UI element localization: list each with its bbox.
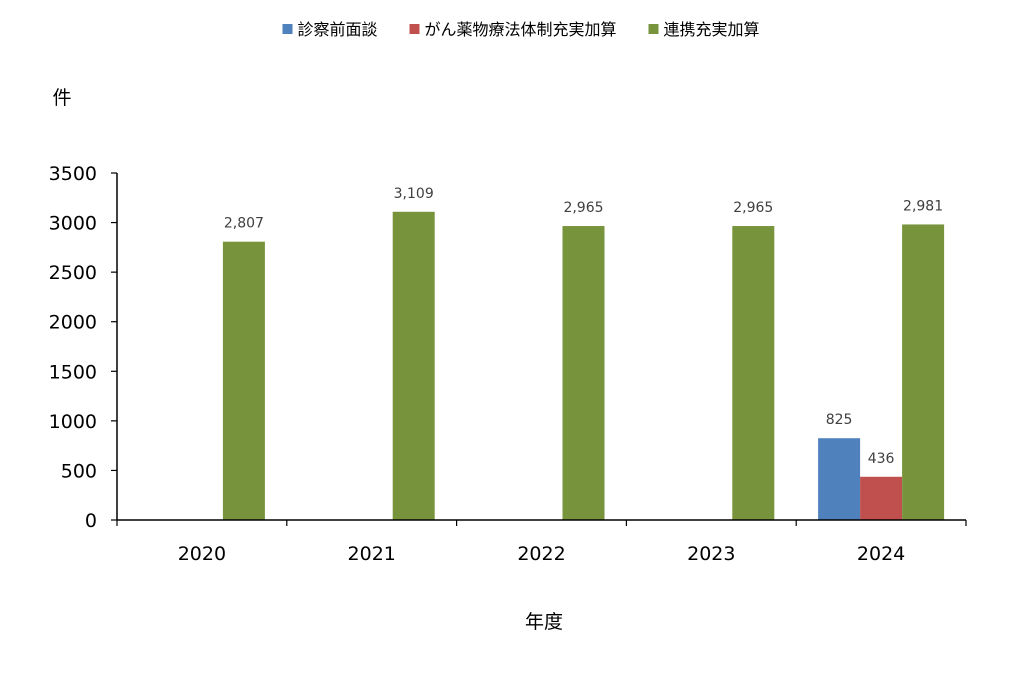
x-tick-label: 2022 — [517, 543, 565, 565]
legend-swatch — [409, 24, 420, 34]
legend-swatch — [648, 24, 659, 34]
bar-3-2023 — [732, 226, 775, 520]
y-axis: 0 500 1000 1500 2000 2500 3000 3500 — [49, 163, 117, 532]
y-tick-label: 3500 — [49, 163, 97, 185]
legend: 診察前面談 がん薬物療法体制充実加算 連携充実加算 — [282, 20, 760, 39]
bar-3-2022 — [562, 226, 605, 520]
y-tick-label: 2000 — [49, 312, 97, 334]
y-tick-label: 1500 — [49, 361, 97, 383]
data-label: 2,965 — [563, 200, 603, 216]
data-label: 2,807 — [224, 216, 264, 232]
legend-swatch — [282, 24, 293, 34]
bar-2-2024 — [860, 476, 903, 520]
data-label: 436 — [868, 451, 895, 467]
bar-3-2020 — [222, 241, 265, 520]
bar-3-2024 — [902, 224, 945, 520]
data-label: 2,981 — [903, 198, 943, 214]
x-tick-label: 2024 — [857, 543, 905, 565]
legend-label: がん薬物療法体制充実加算 — [425, 20, 617, 39]
x-tick-label: 2023 — [687, 543, 735, 565]
y-tick-label: 0 — [85, 510, 97, 532]
y-tick-label: 2500 — [49, 262, 97, 284]
y-tick-label: 3000 — [49, 213, 97, 235]
legend-label: 連携充実加算 — [664, 20, 760, 39]
plot-area: 825 436 2,807 3,109 2,965 2,965 2,981 — [222, 186, 945, 520]
y-axis-title: 件 — [52, 87, 71, 109]
data-label: 825 — [826, 412, 853, 428]
bar-1-2024 — [818, 438, 861, 520]
x-axis: 2020 2021 2022 2023 2024 — [116, 520, 967, 565]
x-axis-title: 年度 — [525, 611, 563, 633]
data-label: 2,965 — [733, 200, 773, 216]
x-tick-label: 2021 — [348, 543, 396, 565]
x-tick-label: 2020 — [178, 543, 226, 565]
y-tick-label: 1000 — [49, 411, 97, 433]
data-label: 3,109 — [394, 186, 434, 202]
bar-3-2021 — [392, 211, 435, 520]
legend-label: 診察前面談 — [298, 20, 378, 39]
y-tick-label: 500 — [61, 460, 97, 482]
